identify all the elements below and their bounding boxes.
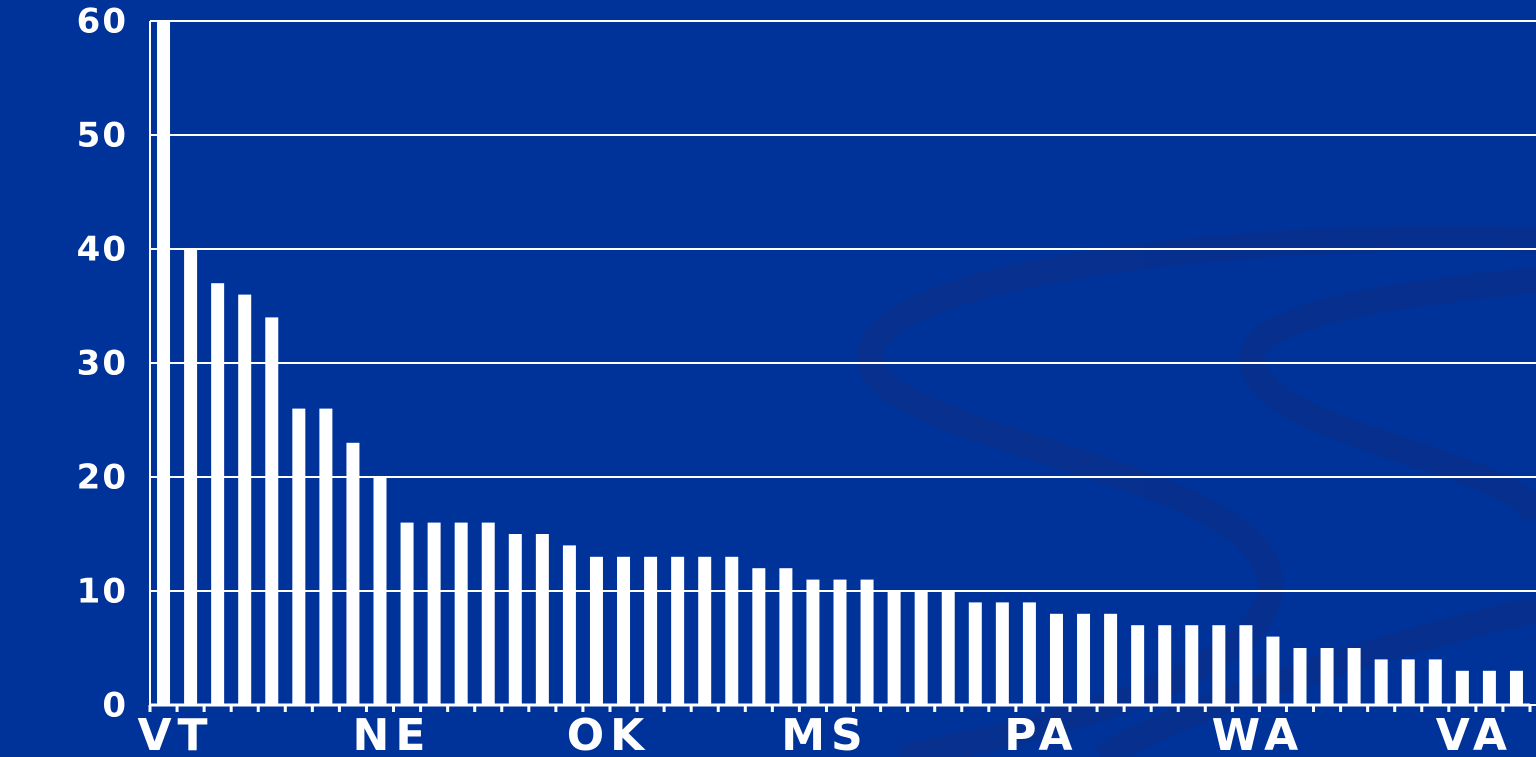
bar <box>752 568 766 705</box>
y-tick-label: 50 <box>77 116 128 156</box>
y-tick-label: 30 <box>77 344 128 384</box>
bar <box>1374 659 1388 705</box>
bar <box>1320 648 1334 705</box>
bar <box>1158 625 1172 705</box>
bar <box>508 534 522 705</box>
bar <box>644 556 658 705</box>
bar <box>968 602 982 705</box>
bar <box>562 545 576 705</box>
bar <box>265 317 279 705</box>
bar <box>184 249 198 705</box>
bar <box>481 522 495 705</box>
bar <box>698 556 712 705</box>
bar <box>914 591 928 705</box>
bar <box>1212 625 1226 705</box>
x-tick-label: MS <box>781 710 868 757</box>
bar <box>860 579 874 705</box>
bar <box>941 591 955 705</box>
bar <box>1049 613 1063 705</box>
bar <box>1482 670 1496 705</box>
y-tick-label: 0 <box>102 686 128 726</box>
x-tick-label: VT <box>137 710 213 757</box>
bar <box>671 556 685 705</box>
bar <box>373 477 387 705</box>
y-tick-label: 10 <box>77 572 128 612</box>
bar <box>292 408 306 705</box>
y-tick-label: 20 <box>77 458 128 498</box>
bar <box>1131 625 1145 705</box>
bar <box>1293 648 1307 705</box>
bar <box>454 522 468 705</box>
bar <box>1266 636 1280 705</box>
bar <box>833 579 847 705</box>
bar <box>1022 602 1036 705</box>
bar <box>157 21 171 705</box>
bar <box>1077 613 1091 705</box>
bar <box>887 591 901 705</box>
bar <box>1104 613 1118 705</box>
bar <box>238 294 252 705</box>
bar <box>346 442 360 705</box>
bar <box>1428 659 1442 705</box>
bar <box>535 534 549 705</box>
x-tick-label: PA <box>1004 710 1078 757</box>
bar <box>1455 670 1469 705</box>
y-tick-label: 40 <box>77 230 128 270</box>
bar <box>1401 659 1415 705</box>
bar <box>1185 625 1199 705</box>
x-tick-label: OK <box>567 710 651 757</box>
bar <box>427 522 441 705</box>
x-tick-label: WA <box>1212 710 1305 757</box>
bar <box>779 568 793 705</box>
x-tick-label: VA <box>1436 710 1513 757</box>
bar <box>806 579 820 705</box>
bar <box>319 408 333 705</box>
bar <box>995 602 1009 705</box>
bar <box>1239 625 1253 705</box>
bar <box>617 556 631 705</box>
bar <box>725 556 739 705</box>
x-tick-label: NE <box>353 710 432 757</box>
y-tick-label: 60 <box>77 2 128 42</box>
bar <box>589 556 603 705</box>
bar <box>1509 670 1523 705</box>
bar <box>400 522 414 705</box>
bar <box>211 283 225 705</box>
bar <box>1347 648 1361 705</box>
